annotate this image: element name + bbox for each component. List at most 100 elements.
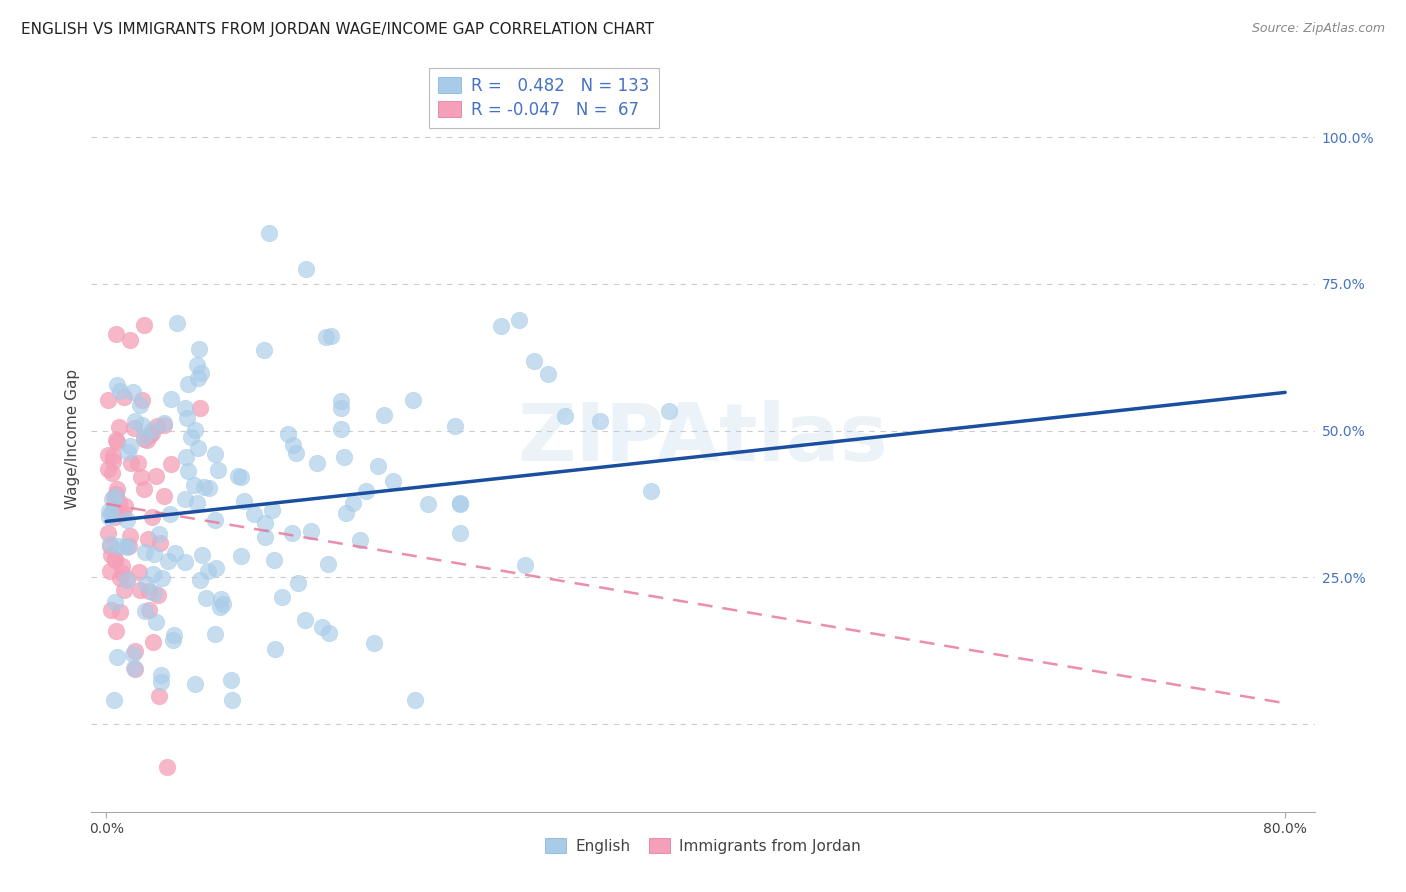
Point — [112, 390, 135, 404]
Point — [134, 603, 156, 617]
Point — [124, 662, 146, 676]
Point — [186, 496, 208, 510]
Point — [160, 457, 183, 471]
Point — [166, 317, 188, 331]
Point — [243, 508, 266, 522]
Point — [156, 759, 179, 773]
Point — [97, 526, 120, 541]
Point — [349, 533, 371, 548]
Point — [416, 497, 439, 511]
Point — [136, 434, 159, 448]
Point — [159, 507, 181, 521]
Point — [111, 566, 134, 580]
Point — [287, 576, 309, 591]
Point — [146, 418, 169, 433]
Point — [281, 526, 304, 541]
Point — [141, 509, 163, 524]
Point — [98, 564, 121, 578]
Point — [207, 463, 229, 477]
Point — [105, 650, 128, 665]
Point — [253, 516, 276, 531]
Point — [315, 330, 337, 344]
Point — [163, 627, 186, 641]
Point — [193, 480, 215, 494]
Point — [270, 590, 292, 604]
Point — [367, 458, 389, 473]
Point — [145, 615, 167, 629]
Point — [173, 492, 195, 507]
Point — [294, 262, 316, 277]
Point — [186, 358, 208, 372]
Point — [515, 558, 537, 572]
Point — [554, 409, 576, 423]
Point — [105, 483, 128, 497]
Point — [294, 613, 316, 627]
Point — [122, 421, 145, 435]
Point — [103, 490, 125, 504]
Point — [187, 371, 209, 385]
Point — [204, 627, 226, 641]
Point — [129, 582, 152, 597]
Point — [131, 418, 153, 433]
Point — [444, 418, 467, 433]
Point — [122, 385, 145, 400]
Point — [152, 489, 174, 503]
Point — [160, 392, 183, 406]
Point — [305, 456, 328, 470]
Point — [98, 504, 121, 518]
Point — [449, 497, 471, 511]
Point — [104, 624, 127, 638]
Point — [197, 565, 219, 579]
Point — [209, 591, 232, 606]
Point — [114, 499, 136, 513]
Point — [329, 401, 352, 415]
Point — [363, 636, 385, 650]
Point — [589, 414, 612, 428]
Point — [101, 467, 124, 481]
Point — [111, 558, 134, 573]
Point — [98, 510, 121, 524]
Point — [132, 482, 155, 496]
Point — [174, 555, 197, 569]
Point — [277, 427, 299, 442]
Point — [105, 490, 128, 504]
Point — [105, 378, 128, 392]
Point — [188, 573, 211, 587]
Point — [180, 430, 202, 444]
Point — [194, 591, 217, 605]
Point — [537, 367, 560, 381]
Point — [118, 539, 141, 553]
Point — [188, 401, 211, 415]
Point — [101, 449, 124, 463]
Point — [128, 565, 150, 579]
Point — [124, 644, 146, 658]
Point — [657, 404, 679, 418]
Point — [118, 439, 141, 453]
Point — [135, 576, 157, 591]
Point — [283, 438, 305, 452]
Text: ZIPAtlas: ZIPAtlas — [517, 401, 889, 478]
Point — [107, 540, 129, 554]
Point — [221, 673, 243, 687]
Point — [120, 456, 142, 470]
Point — [103, 552, 125, 566]
Point — [142, 634, 165, 648]
Point — [176, 410, 198, 425]
Point — [139, 427, 162, 442]
Point — [508, 313, 530, 327]
Point — [329, 393, 352, 408]
Point — [103, 595, 125, 609]
Point — [257, 226, 280, 240]
Point — [335, 506, 357, 520]
Point — [354, 484, 377, 499]
Point — [112, 582, 135, 597]
Point — [449, 525, 471, 540]
Point — [115, 513, 138, 527]
Point — [108, 495, 131, 509]
Point — [489, 318, 512, 333]
Point — [316, 557, 339, 571]
Point — [184, 423, 207, 437]
Point — [122, 660, 145, 674]
Point — [132, 432, 155, 446]
Point — [115, 572, 138, 586]
